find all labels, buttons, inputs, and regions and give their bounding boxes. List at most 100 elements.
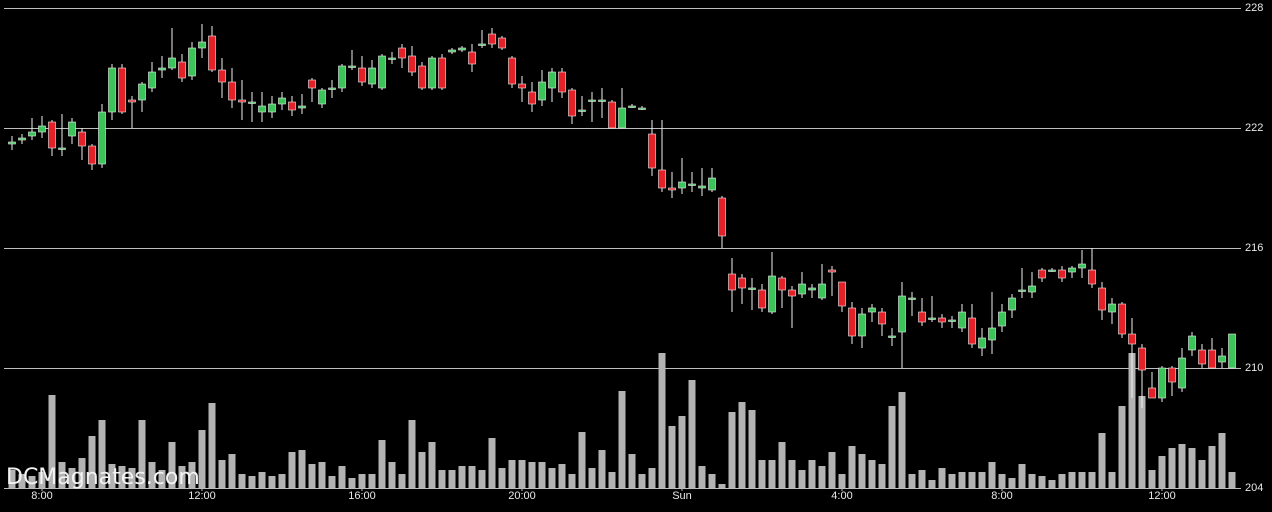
- candle-body: [48, 121, 56, 149]
- candle-body: [818, 283, 826, 299]
- volume-bar: [158, 470, 166, 488]
- candle-body: [968, 317, 976, 345]
- candle-body: [478, 43, 486, 46]
- candle-body: [178, 61, 186, 79]
- candle-body: [108, 67, 116, 113]
- y-tick-label: 222: [1245, 122, 1263, 134]
- candle-body: [928, 317, 936, 320]
- candle-body: [138, 83, 146, 101]
- volume-bar: [448, 470, 456, 488]
- candle-body: [88, 145, 96, 165]
- volume-bar: [1038, 476, 1046, 488]
- candle-body: [1118, 303, 1126, 335]
- candle-body: [898, 295, 906, 333]
- candle-body: [608, 101, 616, 129]
- volume-bar: [68, 468, 76, 488]
- volume-bar: [758, 460, 766, 488]
- candle-body: [1108, 303, 1116, 313]
- candle-body: [1188, 335, 1196, 351]
- candle-body: [778, 277, 786, 291]
- volume-bar: [1078, 472, 1086, 488]
- candle-body: [948, 319, 956, 322]
- volume-bar: [1138, 396, 1146, 488]
- volume-bar: [678, 416, 686, 488]
- volume-bar: [8, 470, 16, 488]
- volume-bar: [588, 468, 596, 488]
- x-tick-label: Sun: [672, 490, 692, 502]
- volume-bar: [578, 432, 586, 488]
- volume-bar: [878, 464, 886, 488]
- volume-bar: [808, 460, 816, 488]
- candle-body: [858, 313, 866, 337]
- volume-bar: [228, 454, 236, 488]
- candle-body: [508, 57, 516, 85]
- volume-bar: [218, 460, 226, 488]
- volume-bar: [268, 476, 276, 488]
- candle-body: [188, 47, 196, 77]
- candle-body: [958, 311, 966, 329]
- candle-body: [698, 185, 706, 189]
- volume-bar: [948, 474, 956, 488]
- grid: [4, 8, 1241, 491]
- volume-bar: [648, 468, 656, 488]
- volume-bar: [308, 464, 316, 488]
- candle-body: [978, 337, 986, 349]
- volume-bar: [1188, 448, 1196, 488]
- candle-body: [418, 65, 426, 89]
- volume-bar: [638, 474, 646, 488]
- volume-bar: [148, 462, 156, 488]
- candle-body: [1228, 333, 1236, 369]
- candle-body: [228, 81, 236, 101]
- candle-body: [1038, 269, 1046, 279]
- volume-bar: [608, 472, 616, 488]
- candle-body: [308, 79, 316, 89]
- candle-body: [128, 99, 136, 103]
- candle-body: [848, 307, 856, 337]
- volume-bar: [248, 476, 256, 488]
- volume-bar: [1098, 433, 1106, 488]
- volume-bar: [1058, 474, 1066, 488]
- candle-body: [838, 281, 846, 307]
- volume-bar: [568, 474, 576, 488]
- volume-bar: [338, 466, 346, 488]
- volume-bar: [548, 468, 556, 488]
- candle-body: [468, 51, 476, 65]
- candle-body: [668, 187, 676, 191]
- candle-body: [378, 55, 386, 89]
- volume-bar: [238, 474, 246, 488]
- candle-body: [748, 287, 756, 290]
- candle-body: [438, 57, 446, 89]
- candle-body: [38, 125, 46, 133]
- volume-bar: [908, 474, 916, 488]
- candle-body: [768, 275, 776, 313]
- candle-body: [118, 67, 126, 113]
- volume-bar: [988, 462, 996, 488]
- volume-bar: [1028, 474, 1036, 488]
- candle-body: [1218, 355, 1226, 363]
- candle-body: [8, 141, 16, 145]
- candle-body: [1158, 367, 1166, 399]
- candles: [8, 24, 1236, 408]
- volume-bar: [628, 454, 636, 488]
- volume-bar: [668, 426, 676, 488]
- volume-bar: [428, 442, 436, 488]
- volume-bar: [278, 474, 286, 488]
- candle-body: [1178, 357, 1186, 389]
- x-tick-label: 12:00: [188, 490, 216, 502]
- candle-body: [168, 57, 176, 69]
- candle-body: [1018, 289, 1026, 292]
- volume-bar: [858, 454, 866, 488]
- volume-bar: [938, 468, 946, 488]
- candle-body: [1008, 297, 1016, 311]
- candle-body: [148, 71, 156, 89]
- volume-bar: [128, 468, 136, 488]
- candle-body: [988, 327, 996, 341]
- candle-body: [428, 57, 436, 89]
- candle-body: [1128, 333, 1136, 345]
- volume-bar: [118, 466, 126, 488]
- volume-bar: [838, 474, 846, 488]
- candle-body: [528, 91, 536, 105]
- volume-bar: [798, 470, 806, 488]
- candle-body: [1148, 387, 1156, 399]
